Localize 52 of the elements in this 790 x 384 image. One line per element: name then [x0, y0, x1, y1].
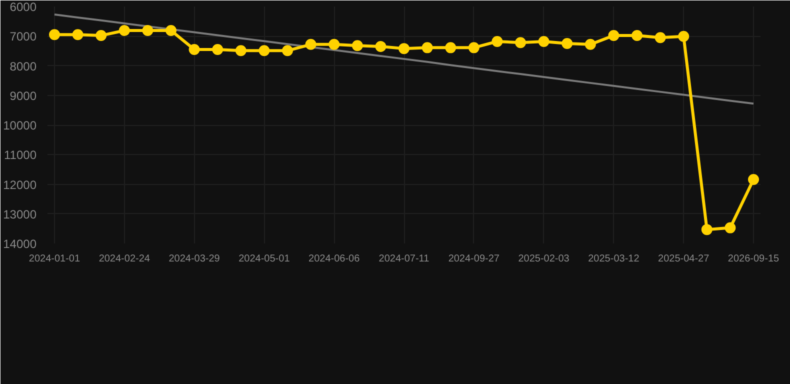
point [48, 29, 60, 40]
point [165, 25, 176, 36]
y-tick-label: 11000 [4, 148, 37, 162]
point [515, 37, 526, 48]
y-tick-label: 6000 [10, 0, 37, 14]
point [282, 45, 293, 56]
point [258, 45, 270, 56]
point [352, 40, 363, 52]
point [724, 222, 736, 234]
point [422, 42, 433, 54]
x-tick-label: 2024-02-24 [98, 254, 150, 264]
x-tick-label: 2025-03-12 [588, 254, 640, 264]
line-series [53, 14, 755, 105]
y-tick-label: 7000 [10, 30, 37, 44]
point [398, 43, 410, 54]
x-tick-label: 2024-09-27 [448, 254, 500, 264]
point [328, 38, 340, 50]
y-tick-label: 14000 [3, 237, 37, 251]
x-tick-label: 2024-07-11 [378, 254, 430, 264]
point [632, 30, 643, 42]
point [72, 29, 84, 40]
y-tick-label: 9000 [10, 88, 37, 103]
x-tick-label: 2024-05-01 [238, 254, 290, 264]
x-tick-label: 2024-01-01 [28, 254, 81, 264]
y-tick-label: 10000 [3, 118, 37, 132]
x-tick-label: 2025-02-03 [518, 254, 570, 264]
point [305, 38, 316, 50]
point [748, 174, 760, 185]
y-tick-label: 8000 [10, 59, 37, 74]
point [701, 224, 712, 236]
point [538, 36, 550, 47]
y-tick-label: 13000 [3, 207, 37, 222]
point [96, 30, 107, 42]
point [118, 25, 130, 36]
x-tick-label: 2024-06-06 [308, 254, 360, 264]
x-tick-label: 2026-09-15 [728, 254, 780, 264]
point [678, 30, 690, 42]
point [375, 41, 386, 52]
point [142, 25, 154, 36]
x-tick-label: 2024-03-29 [168, 254, 220, 264]
x-tick-label: 2025-04-27 [658, 254, 710, 264]
point [188, 44, 200, 55]
point [445, 42, 456, 54]
point [654, 32, 666, 44]
point [584, 38, 596, 50]
point [608, 30, 620, 42]
point [212, 44, 224, 55]
point [235, 45, 246, 56]
point [468, 42, 480, 54]
point [562, 38, 573, 50]
y-tick-label: 12000 [3, 178, 37, 192]
point [492, 36, 503, 47]
